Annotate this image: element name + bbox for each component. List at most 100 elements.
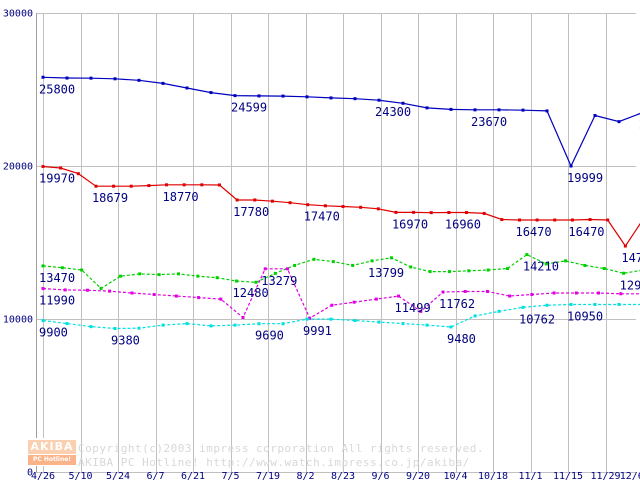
value-label: 16470 — [515, 225, 551, 239]
data-point — [137, 326, 141, 330]
data-point — [525, 253, 529, 257]
data-point — [447, 270, 451, 274]
data-point — [165, 183, 169, 187]
footer-url: AKIBA PC Hotline! http://www.watch.impre… — [78, 456, 470, 469]
value-label: 14770 — [621, 251, 640, 265]
data-point — [465, 211, 469, 215]
series-cyan — [41, 302, 640, 330]
data-point — [593, 114, 597, 118]
y-tick-label: 10000 — [3, 315, 33, 326]
data-point — [263, 267, 267, 271]
data-point — [428, 270, 432, 274]
x-tick-label: 10/4 — [443, 471, 467, 480]
data-point — [41, 319, 45, 323]
series-green-path — [42, 253, 640, 290]
data-point — [583, 263, 587, 267]
value-label: 13470 — [39, 271, 75, 285]
data-point — [394, 210, 398, 214]
data-point — [65, 322, 69, 326]
data-point — [41, 75, 45, 79]
data-point — [545, 303, 549, 307]
data-point — [497, 309, 501, 313]
data-point — [588, 218, 592, 222]
x-tick-label: 8/2 — [296, 471, 314, 480]
x-tick-label: 5/24 — [106, 471, 130, 480]
data-point — [593, 302, 597, 306]
value-label: 9900 — [39, 326, 68, 340]
value-label: 9380 — [111, 333, 140, 347]
data-point — [99, 286, 103, 290]
x-tick-label: 8/23 — [331, 471, 355, 480]
y-tick-label: 20000 — [3, 162, 33, 173]
data-point — [235, 279, 239, 283]
data-point — [570, 218, 574, 222]
data-point — [441, 290, 445, 294]
value-label: 12990 — [620, 278, 640, 292]
data-point — [130, 291, 134, 295]
data-point — [602, 267, 606, 271]
data-point — [182, 183, 186, 187]
data-point — [351, 263, 355, 267]
data-point — [473, 108, 477, 112]
data-point — [359, 205, 363, 209]
data-point — [622, 271, 626, 275]
data-point — [425, 106, 429, 110]
value-label: 9690 — [255, 329, 284, 343]
data-point — [545, 109, 549, 113]
y-tick-label: 30000 — [3, 9, 33, 20]
series-magenta-path — [42, 268, 640, 320]
data-point — [147, 184, 151, 188]
data-point — [463, 289, 467, 293]
value-label: 9991 — [303, 324, 332, 338]
data-point — [281, 322, 285, 326]
data-point — [497, 108, 501, 112]
data-point — [486, 268, 490, 272]
data-point — [161, 323, 165, 327]
logo-title: AKIBA — [28, 439, 76, 454]
data-point — [41, 264, 45, 268]
data-point — [108, 289, 112, 293]
data-labels: 2580024599243002367019999235001997018679… — [39, 82, 640, 347]
x-tick-label: 7/5 — [221, 471, 239, 480]
data-point — [257, 94, 261, 98]
data-point — [257, 322, 261, 326]
data-point — [215, 276, 219, 280]
value-label: 12480 — [233, 286, 269, 300]
data-point — [113, 77, 117, 81]
data-point — [285, 267, 289, 271]
value-label: 19999 — [567, 171, 603, 185]
data-point — [623, 244, 627, 248]
data-point — [617, 302, 621, 306]
data-point — [374, 297, 378, 301]
data-point — [569, 164, 573, 168]
data-point — [564, 259, 568, 263]
data-point — [535, 218, 539, 222]
value-label: 25800 — [39, 82, 75, 96]
value-label: 17780 — [233, 205, 269, 219]
akiba-pc-hotline-logo: AKIBA PC Hotline! — [28, 438, 76, 466]
data-point — [352, 300, 356, 304]
data-point — [389, 256, 393, 260]
data-point — [353, 97, 357, 101]
data-point — [174, 294, 178, 298]
x-tick-label: 5/10 — [68, 471, 92, 480]
x-tick-label: 11/15 — [553, 471, 583, 480]
data-point — [89, 76, 93, 80]
data-point — [506, 267, 510, 271]
logo-subtitle: PC Hotline! — [28, 454, 76, 465]
data-point — [569, 302, 573, 306]
data-point — [305, 95, 309, 99]
data-point — [209, 91, 213, 95]
data-point — [409, 265, 413, 269]
data-point — [41, 287, 45, 291]
data-point — [80, 268, 84, 272]
data-point — [209, 324, 213, 328]
data-point — [41, 164, 45, 168]
data-point — [270, 199, 274, 203]
data-point — [521, 108, 525, 112]
data-point — [138, 272, 142, 276]
value-label: 23670 — [471, 115, 507, 129]
data-point — [305, 317, 309, 321]
series-cyan-path — [42, 303, 640, 330]
data-point — [447, 211, 451, 215]
